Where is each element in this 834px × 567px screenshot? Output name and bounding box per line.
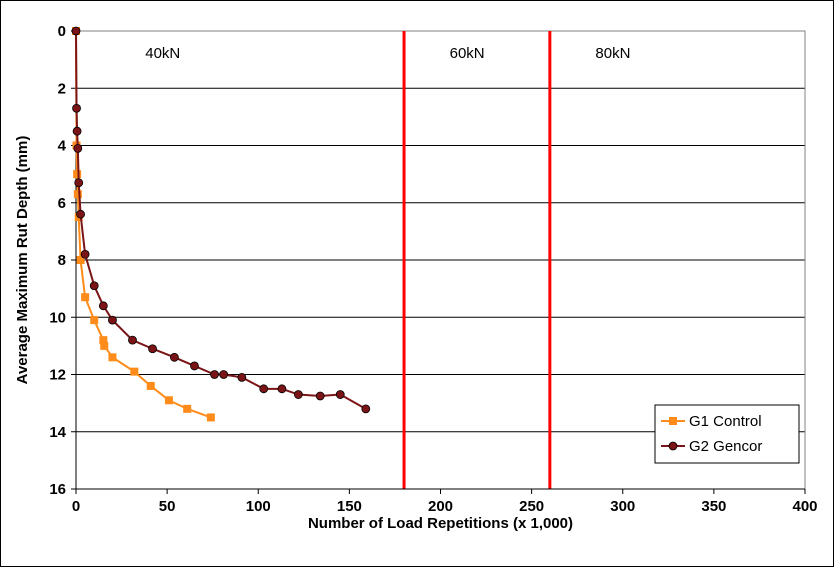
y-tick-label: 12 [49, 367, 66, 384]
y-tick-label: 0 [58, 23, 66, 40]
data-point [80, 249, 90, 259]
x-tick-label: 0 [72, 498, 80, 515]
y-axis-title: Average Maximum Rut Depth (mm) [14, 136, 31, 385]
data-point [74, 178, 84, 188]
data-point [76, 256, 85, 264]
y-tick-label: 10 [49, 309, 66, 326]
legend: G1 Control G2 Gencor [654, 404, 800, 464]
data-point [148, 344, 157, 354]
series-g2-gencor [71, 26, 371, 414]
data-point [219, 370, 229, 379]
legend-item: G1 Control [661, 413, 762, 430]
data-point [164, 396, 173, 405]
data-point [206, 413, 215, 422]
x-tick-label: 50 [159, 498, 176, 515]
load-annotations: 40kN 60kN 80kN [145, 45, 630, 62]
y-tick-label: 4 [58, 138, 67, 155]
series-line [75, 30, 212, 419]
legend-box [654, 404, 800, 464]
data-point [315, 391, 325, 401]
data-point [237, 372, 247, 382]
data-point [73, 190, 82, 199]
y-tick-label: 2 [58, 80, 66, 97]
data-point [259, 384, 269, 394]
data-point [89, 281, 99, 291]
data-point [210, 370, 219, 379]
x-tick-label: 200 [428, 498, 453, 515]
load-label: 60kN [450, 45, 485, 62]
data-point [108, 315, 117, 325]
data-point [293, 390, 303, 399]
data-point [100, 341, 109, 350]
load-change-lines [402, 31, 552, 489]
data-point [72, 126, 82, 136]
data-point [73, 170, 82, 179]
data-point [361, 404, 371, 414]
data-point [76, 209, 85, 219]
legend-label: G2 Gencor [689, 438, 762, 455]
series-line [75, 30, 367, 410]
data-point [183, 404, 192, 413]
y-tick-label: 8 [58, 252, 66, 269]
data-point [71, 26, 81, 36]
x-tick-label: 250 [519, 498, 544, 515]
grid-lines [76, 87, 805, 433]
legend-marker [669, 417, 677, 425]
legend-marker [668, 441, 678, 451]
data-point [130, 367, 139, 376]
legend-label: G1 Control [689, 413, 762, 430]
data-point [81, 293, 90, 302]
data-point [335, 390, 345, 399]
y-tick-label: 16 [49, 481, 66, 498]
x-tick-label: 100 [246, 498, 271, 515]
data-point [128, 335, 137, 345]
data-point [73, 143, 83, 153]
series-layer [71, 26, 371, 422]
data-point [146, 381, 155, 390]
x-axis-title: Number of Load Repetitions (x 1,000) [308, 515, 573, 532]
x-tick-label: 350 [701, 498, 726, 515]
y-tick-label: 14 [49, 424, 66, 441]
x-tick-label: 300 [610, 498, 635, 515]
x-tick-label: 150 [337, 498, 362, 515]
x-tick-label: 400 [792, 498, 817, 515]
load-label: 80kN [595, 45, 630, 62]
data-point [170, 352, 179, 362]
data-point [72, 103, 81, 113]
data-point [99, 336, 108, 345]
data-point [190, 361, 199, 371]
data-point [90, 316, 99, 325]
y-tick-label: 6 [58, 195, 66, 212]
data-point [277, 384, 287, 394]
load-label: 40kN [145, 45, 180, 62]
data-point [98, 301, 108, 311]
data-point [108, 353, 117, 362]
legend-item: G2 Gencor [661, 438, 762, 455]
